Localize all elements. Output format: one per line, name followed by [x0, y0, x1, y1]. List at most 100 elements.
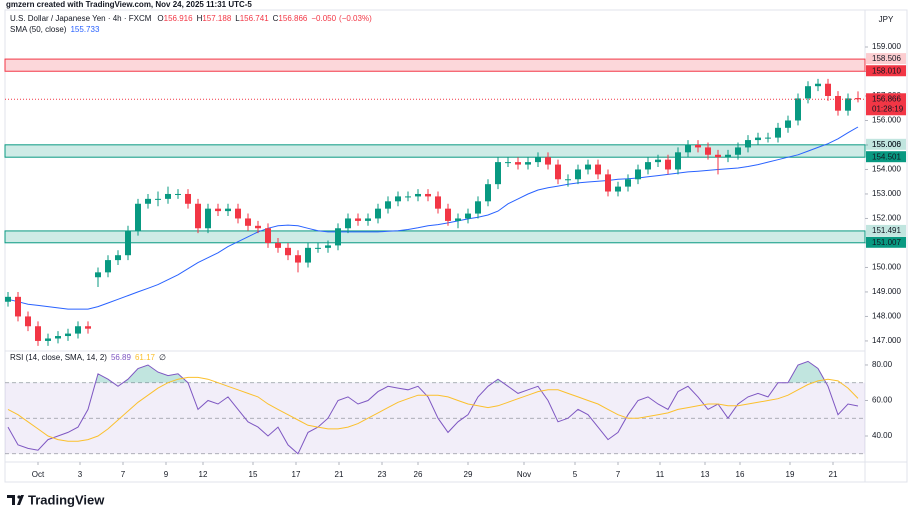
candle-body — [535, 157, 541, 163]
candle-body — [755, 137, 761, 141]
rsi-sma-line — [7, 376, 859, 442]
candle-body — [685, 144, 691, 153]
zone — [4, 58, 866, 72]
candle-body — [585, 164, 591, 170]
change-pct: (−0.03%) — [339, 14, 372, 23]
candle-body — [245, 218, 251, 226]
zone-bottom-label: 154.501 — [872, 152, 901, 161]
rsi-null: ∅ — [159, 353, 166, 362]
candle-body — [185, 193, 191, 204]
sma-name: SMA (50, close) — [10, 25, 67, 34]
candle-body — [65, 333, 71, 337]
rsi-tick-label: 40.00 — [872, 431, 893, 440]
candle-body — [285, 247, 291, 256]
candle-body — [85, 326, 91, 329]
x-tick-label: 19 — [786, 470, 795, 479]
logo-icon — [7, 495, 24, 505]
candle-body — [205, 208, 211, 229]
candle-body — [275, 242, 281, 248]
candle-body — [615, 186, 621, 192]
candle-body — [365, 218, 371, 221]
candle-body — [235, 208, 241, 219]
ohlc-value: 157.188 — [202, 14, 231, 23]
candle-body — [715, 154, 721, 158]
x-tick-label: 21 — [335, 470, 344, 479]
candle-body — [745, 140, 751, 148]
candle-body — [655, 159, 661, 163]
sma-value: 155.733 — [70, 25, 99, 34]
y-tick-label: 149.000 — [872, 287, 901, 296]
sma-line — [7, 126, 859, 310]
x-tick-label: 15 — [249, 470, 258, 479]
ohlc-letter: H — [197, 14, 203, 23]
zone-bottom-tag — [866, 151, 906, 163]
x-tick-label: 11 — [656, 470, 665, 479]
candle-body — [305, 247, 311, 263]
rsi-tick-label: 60.00 — [872, 396, 893, 405]
candle-body — [135, 203, 141, 231]
candle-body — [405, 196, 411, 198]
candle-body — [415, 193, 421, 197]
y-tick-label: 155.000 — [872, 140, 901, 149]
candle-body — [555, 164, 561, 180]
symbol-legend: U.S. Dollar / Japanese Yen · 4h · FXCM O1… — [10, 14, 372, 23]
candle-body — [725, 154, 731, 158]
candle-body — [45, 338, 51, 341]
rsi-legend: RSI (14, close, SMA, 14, 2) 56.89 61.17 ∅ — [10, 353, 166, 362]
x-tick-label: Oct — [32, 470, 45, 479]
zone-bottom-label: 158.010 — [872, 66, 901, 75]
candle-body — [15, 296, 21, 317]
current-price-tag — [866, 93, 906, 116]
zone-bottom-tag — [866, 65, 906, 77]
candle-body — [215, 208, 221, 212]
candle-body — [55, 336, 61, 339]
candle-body — [335, 228, 341, 246]
candle-body — [515, 162, 521, 165]
candle-body — [815, 83, 821, 87]
candle-body — [455, 218, 461, 221]
candle-body — [775, 127, 781, 138]
candle-body — [295, 255, 301, 263]
x-tick-label: 13 — [701, 470, 710, 479]
y-tick-label: 156.000 — [872, 116, 901, 125]
candle-body — [255, 225, 261, 229]
candle-body — [155, 198, 161, 200]
x-tick-label: 12 — [199, 470, 208, 479]
candle-body — [665, 159, 671, 170]
x-tick-label: 9 — [164, 470, 169, 479]
x-tick-label: 23 — [378, 470, 387, 479]
candle-body — [485, 184, 491, 202]
ohlc-value: 156.741 — [240, 14, 269, 23]
sma-legend: SMA (50, close) 155.733 — [10, 25, 100, 34]
zone-top-label: 155.006 — [872, 140, 901, 149]
y-tick-label: 147.000 — [872, 336, 901, 345]
ohlc-letter: C — [273, 14, 279, 23]
zone — [4, 230, 866, 244]
x-tick-label: 21 — [829, 470, 838, 479]
candle-body — [845, 98, 851, 111]
candle-body — [395, 196, 401, 202]
rsi-value: 61.17 — [135, 353, 156, 362]
candle-body — [545, 157, 551, 165]
candle-body — [475, 201, 481, 214]
candle-body — [765, 137, 771, 139]
currency: JPY — [879, 15, 894, 24]
candle-body — [625, 179, 631, 187]
y-tick-label: 159.000 — [872, 42, 901, 51]
current-price-label: 156.866 — [872, 94, 901, 103]
candle-body — [495, 162, 501, 185]
candle-body — [265, 228, 271, 243]
logo-text: TradingView — [28, 492, 105, 507]
rsi-value: 56.89 — [111, 353, 132, 362]
y-tick-label: 154.000 — [872, 165, 901, 174]
zone-top-label: 158.506 — [872, 54, 901, 63]
candle-body — [345, 218, 351, 229]
candle-body — [375, 208, 381, 219]
candle-body — [465, 213, 471, 219]
candle-body — [595, 164, 601, 175]
candle-body — [325, 245, 331, 248]
candle-body — [825, 83, 831, 96]
y-tick-label: 150.000 — [872, 263, 901, 272]
candle-body — [25, 316, 31, 327]
frame — [4, 9, 908, 483]
